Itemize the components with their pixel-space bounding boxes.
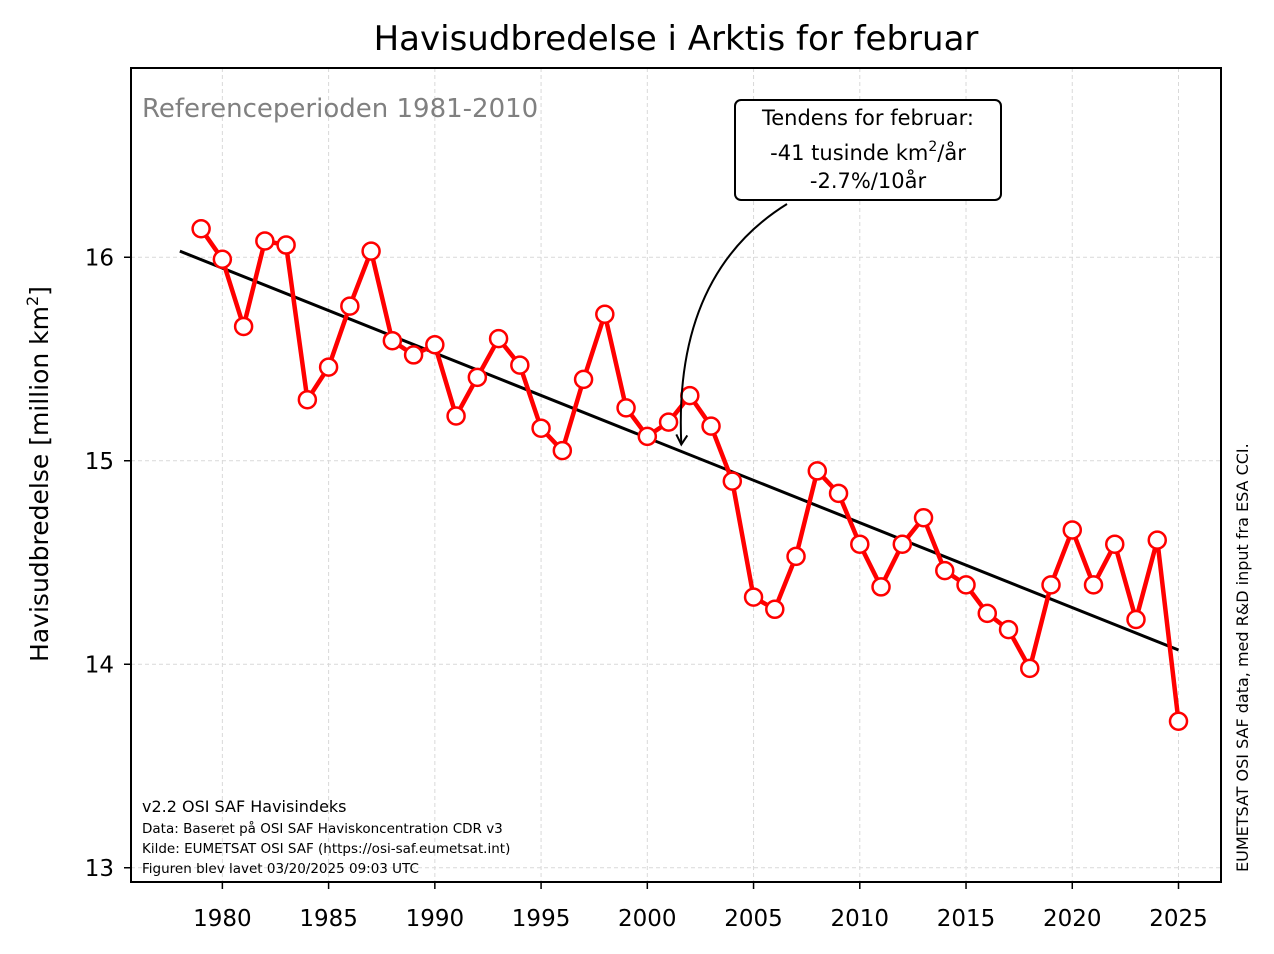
y-tick-label-14: 14 (85, 652, 114, 678)
data-point-1988 (382, 330, 403, 351)
data-point-1983 (276, 235, 296, 255)
annotation-arrow (679, 203, 788, 445)
data-point-2016 (977, 603, 998, 624)
x-tick-label-2025: 2025 (1149, 906, 1208, 932)
annotation-line2: -41 tusinde km2/år (770, 139, 966, 165)
data-point-1979 (191, 219, 211, 239)
data-point-2008 (807, 461, 828, 481)
data-point-1990 (425, 335, 445, 355)
data-point-2011 (871, 577, 891, 597)
data-point-2012 (892, 534, 913, 554)
footnotes: v2.2 OSI SAF Havisindeks Data: Baseret p… (142, 797, 510, 877)
data-point-2023 (1126, 609, 1146, 630)
data-point-2013 (913, 507, 934, 528)
x-tick-label-2010: 2010 (831, 906, 890, 932)
data-point-2002 (680, 385, 700, 406)
y-tick-label-15: 15 (85, 449, 114, 475)
data-point-2025 (1168, 711, 1189, 731)
data-point-1997 (573, 369, 594, 390)
annotation-arrowhead (675, 434, 689, 447)
side-credit-text: EUMETSAT OSI SAF data, med R&D input fra… (1233, 443, 1252, 872)
data-point-1982 (255, 231, 275, 251)
x-tick-label-2005: 2005 (724, 906, 783, 932)
data-point-2000 (637, 426, 658, 447)
x-tick-label-1995: 1995 (512, 906, 571, 932)
reference-period-text: Referenceperioden 1981-2010 (142, 94, 538, 124)
grid-lines (131, 68, 1221, 882)
trend-line (179, 249, 1180, 652)
footnote-2: Data: Baseret på OSI SAF Haviskoncentrat… (142, 820, 503, 837)
x-tick-label-2015: 2015 (937, 906, 996, 932)
annotation-line1: Tendens for februar: (761, 106, 974, 130)
data-point-2022 (1105, 534, 1125, 554)
annotation-line2-sup: 2 (928, 139, 937, 155)
data-point-2007 (786, 546, 806, 567)
annotation-line2-main: -41 tusinde km (770, 141, 928, 165)
axes: 1980 1985 1990 1995 2000 2005 2010 2015 2020 2025… (85, 67, 1222, 932)
data-point-2024 (1147, 530, 1168, 550)
data-point-2003 (701, 416, 721, 436)
y-axis-label: Havisudbredelse [million km2] (23, 286, 54, 662)
data-point-1989 (403, 345, 424, 365)
y-tick-label-13: 13 (85, 856, 114, 882)
data-point-2006 (765, 599, 785, 620)
data-point-1984 (297, 389, 318, 410)
data-point-1986 (340, 296, 360, 316)
data-point-2015 (956, 575, 976, 595)
data-point-1998 (595, 304, 615, 324)
x-tick-label-2000: 2000 (618, 906, 677, 932)
data-point-1996 (552, 440, 573, 461)
y-axis-label-main: Havisudbredelse [million km (25, 306, 54, 662)
footnote-1: v2.2 OSI SAF Havisindeks (142, 797, 347, 816)
x-tick-label-1990: 1990 (406, 906, 465, 932)
trend-annotation: Tendens for februar: -41 tusinde km2/år … (675, 99, 1002, 447)
data-point-2019 (1041, 575, 1061, 595)
data-series-group (191, 219, 1189, 731)
data-point-2010 (850, 534, 870, 554)
data-point-1985 (318, 357, 339, 377)
data-point-1987 (361, 241, 381, 261)
plot-frame (130, 67, 1222, 883)
data-point-1981 (233, 316, 254, 337)
annotation-line2-tail: /år (937, 140, 966, 165)
data-point-1980 (212, 249, 233, 270)
x-tick-label-1980: 1980 (193, 906, 252, 932)
data-point-1994 (510, 355, 530, 375)
x-tick-label-2020: 2020 (1043, 906, 1102, 932)
x-tick-label-1985: 1985 (299, 906, 358, 932)
footnote-4: Figuren blev lavet 03/20/2025 09:03 UTC (142, 861, 419, 877)
data-point-2014 (935, 560, 955, 581)
trend-line-group (179, 249, 1180, 652)
y-axis-label-close: ] (25, 286, 54, 296)
y-axis-label-sup: 2 (23, 296, 42, 306)
data-point-2021 (1083, 575, 1104, 595)
data-point-1992 (467, 367, 488, 388)
data-point-2001 (658, 412, 679, 432)
data-point-2009 (828, 483, 849, 504)
data-point-1995 (531, 418, 551, 438)
data-point-1993 (488, 328, 509, 349)
chart-title: Havisudbredelse i Arktis for februar (374, 19, 979, 59)
data-point-2017 (998, 619, 1019, 640)
y-tick-label-16: 16 (85, 245, 114, 271)
data-point-1999 (616, 398, 636, 418)
data-point-2004 (722, 471, 743, 491)
footnote-3: Kilde: EUMETSAT OSI SAF (https://osi-saf… (142, 841, 510, 857)
data-point-2020 (1062, 520, 1083, 540)
annotation-line3: -2.7%/10år (810, 168, 927, 193)
data-point-2018 (1020, 658, 1040, 679)
data-point-1991 (446, 406, 466, 426)
annotation-box (734, 99, 1002, 201)
data-point-2005 (743, 587, 764, 607)
